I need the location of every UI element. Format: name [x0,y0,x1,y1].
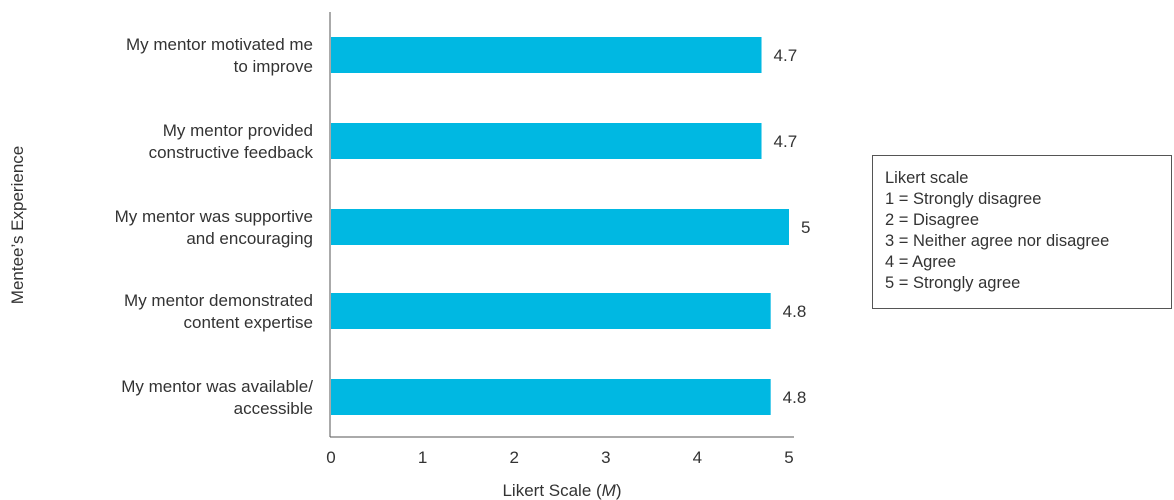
bar-4 [331,293,771,329]
bars-layer [331,37,789,415]
value-label-3: 5 [801,218,810,237]
y-axis-title: Mentee’s Experience [8,146,27,304]
category-label-line: My mentor demonstrated [124,291,313,310]
bar-1 [331,37,762,73]
category-label-5: My mentor was available/accessible [121,377,313,418]
category-label-line: accessible [234,399,313,418]
x-tick-label: 3 [601,448,610,467]
x-tick-label: 1 [418,448,427,467]
category-label-line: My mentor provided [163,121,313,140]
x-tick-label: 4 [693,448,702,467]
category-label-2: My mentor provided constructive feedback [149,121,314,162]
category-label-line: My mentor was available/ [121,377,313,396]
value-label-2: 4.7 [774,132,798,151]
bar-2 [331,123,762,159]
value-labels: 4.7 4.7 5 4.8 4.8 [774,46,811,407]
bar-5 [331,379,771,415]
likert-legend: Likert scale 1 = Strongly disagree 2 = Dis… [872,155,1172,309]
x-tick-label: 0 [326,448,335,467]
legend-entry: 1 = Strongly disagree [885,190,1042,208]
value-label-4: 4.8 [783,302,807,321]
value-label-5: 4.8 [783,388,807,407]
category-label-line: content expertise [184,313,313,332]
category-label-line: My mentor was supportive [115,207,313,226]
bar-3 [331,209,789,245]
x-axis-title: Likert Scale (M) [502,481,621,500]
x-tick-labels: 0 1 2 3 4 5 [326,448,793,467]
category-label-line: to improve [234,57,313,76]
category-label-line: and encouraging [186,229,313,248]
category-label-line: My mentor motivated me [126,35,313,54]
category-label-4: My mentor demonstrated content expertise [124,291,313,332]
legend-entry: 3 = Neither agree nor disagree [885,232,1110,250]
category-label-line: constructive feedback [149,143,314,162]
x-tick-label: 5 [784,448,793,467]
legend-entry: 5 = Strongly agree [885,274,1021,292]
legend-entry: 2 = Disagree [885,211,980,229]
category-label-3: My mentor was supportive and encouraging [115,207,313,248]
x-tick-label: 2 [509,448,518,467]
value-label-1: 4.7 [774,46,798,65]
category-label-1: My mentor motivated me to improve [126,35,313,76]
legend-entry: 4 = Agree [885,253,957,271]
legend-title: Likert scale [885,169,969,187]
